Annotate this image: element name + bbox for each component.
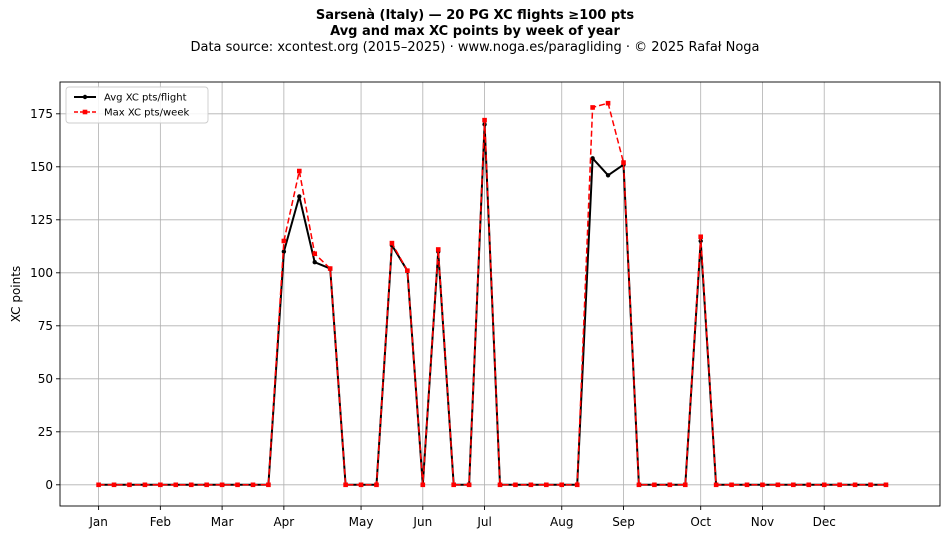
data-point-max	[821, 482, 827, 488]
legend-marker-max	[82, 109, 88, 115]
data-point-max	[713, 482, 719, 488]
series-line-avg	[98, 123, 886, 486]
chart-subtitle: Avg and max XC points by week of year	[330, 24, 620, 39]
plot-frame	[59, 81, 941, 507]
legend-marker-avg	[82, 94, 88, 100]
data-point-max	[682, 482, 688, 488]
data-point-max	[219, 482, 225, 488]
data-point-max	[250, 482, 256, 488]
data-point-max	[173, 482, 179, 488]
data-point-max	[775, 482, 781, 488]
data-point-max	[235, 482, 240, 488]
x-tick-label: Nov	[751, 515, 774, 529]
data-point-max	[868, 482, 873, 488]
x-tick-label: Feb	[150, 515, 171, 529]
data-point-max	[281, 238, 287, 244]
data-point-max	[374, 482, 379, 488]
data-point-max	[482, 117, 487, 123]
data-point-max	[358, 482, 364, 488]
series-line-max	[98, 102, 886, 486]
y-tick-label: 125	[30, 213, 53, 227]
y-tick-label: 75	[38, 319, 53, 333]
data-point-max	[605, 100, 611, 106]
data-point-avg	[605, 173, 611, 178]
data-point-max	[188, 482, 194, 488]
data-point-max	[852, 482, 858, 488]
data-point-max	[466, 482, 472, 488]
y-tick-label: 100	[30, 266, 53, 280]
x-tick-label: Sep	[612, 515, 635, 529]
data-point-max	[327, 266, 333, 271]
chart-titles: Sarsenà (Italy) — 20 PG XC flights ≥100 …	[0, 8, 950, 56]
data-point-max	[96, 482, 101, 488]
y-tick-label: 50	[38, 372, 53, 386]
data-point-avg	[312, 260, 317, 265]
data-point-max	[497, 482, 503, 488]
legend-box	[65, 86, 209, 124]
data-point-max	[405, 268, 410, 273]
legend-label-avg: Avg XC pts/flight	[104, 93, 187, 104]
data-point-max	[791, 482, 796, 488]
data-point-max	[760, 482, 765, 488]
y-tick-label: 25	[38, 425, 53, 439]
x-tick-label: Jul	[476, 515, 491, 529]
y-tick-label: 150	[30, 160, 53, 174]
x-tick-label: Oct	[690, 515, 711, 529]
data-point-max	[544, 482, 549, 488]
y-axis-label: XC points	[9, 266, 23, 322]
data-point-max	[312, 251, 318, 257]
data-point-avg	[698, 238, 703, 244]
data-point-max	[621, 160, 626, 165]
data-point-max	[343, 482, 348, 488]
data-point-avg	[590, 156, 595, 161]
x-tick-label: Aug	[550, 515, 573, 529]
data-point-max	[652, 482, 657, 488]
data-point-max	[127, 482, 132, 488]
data-point-max	[837, 482, 842, 488]
data-point-max	[296, 168, 302, 174]
x-tick-label: Jun	[412, 515, 432, 529]
y-tick-label: 0	[45, 478, 53, 492]
data-point-max	[883, 482, 889, 488]
x-tick-label: Jan	[88, 515, 108, 529]
chart-title: Sarsenà (Italy) — 20 PG XC flights ≥100 …	[315, 8, 635, 23]
data-point-max	[142, 482, 148, 488]
data-point-max	[806, 482, 812, 488]
x-tick-label: Dec	[813, 515, 836, 529]
data-point-max	[636, 482, 642, 488]
data-point-max	[266, 482, 271, 488]
data-point-max	[389, 240, 395, 246]
data-point-max	[111, 482, 117, 488]
data-point-max	[528, 482, 534, 488]
x-tick-label: May	[349, 515, 374, 529]
data-point-max	[420, 482, 426, 488]
data-source-note: Data source: xcontest.org (2015–2025) · …	[190, 40, 760, 55]
data-point-max	[744, 482, 750, 488]
data-point-avg	[297, 194, 302, 199]
data-point-max	[698, 234, 704, 240]
data-point-max	[729, 482, 734, 488]
data-point-max	[204, 482, 209, 488]
data-point-max	[667, 482, 673, 488]
data-point-max	[435, 247, 441, 252]
data-point-max	[574, 482, 580, 488]
x-tick-label: Apr	[273, 515, 294, 529]
data-point-max	[158, 482, 163, 488]
data-point-max	[451, 482, 456, 488]
data-point-max	[559, 482, 565, 488]
y-tick-label: 175	[30, 107, 53, 121]
data-point-max	[513, 482, 518, 488]
data-point-max	[590, 105, 595, 110]
data-point-avg	[281, 249, 287, 254]
legend-label-max: Max XC pts/week	[104, 108, 189, 119]
x-tick-label: Mar	[211, 515, 234, 529]
